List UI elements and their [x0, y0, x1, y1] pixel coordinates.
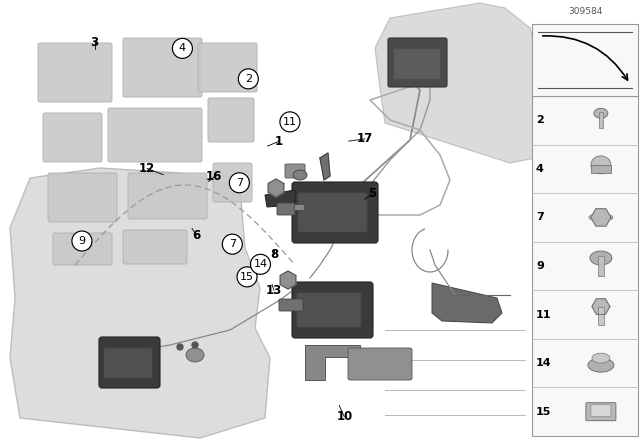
Text: 15: 15: [536, 407, 552, 417]
Text: 15: 15: [240, 272, 254, 282]
Ellipse shape: [186, 348, 204, 362]
FancyBboxPatch shape: [208, 98, 254, 142]
Polygon shape: [10, 168, 270, 438]
Text: 8: 8: [270, 248, 278, 261]
Polygon shape: [280, 271, 296, 289]
Polygon shape: [591, 209, 611, 226]
FancyBboxPatch shape: [53, 233, 112, 265]
FancyBboxPatch shape: [104, 348, 152, 378]
Ellipse shape: [590, 251, 612, 265]
Polygon shape: [375, 3, 540, 163]
Ellipse shape: [591, 156, 611, 174]
Polygon shape: [592, 299, 610, 314]
FancyBboxPatch shape: [213, 163, 252, 202]
FancyBboxPatch shape: [128, 173, 207, 219]
Bar: [598, 256, 604, 276]
Circle shape: [177, 344, 183, 350]
Text: 17: 17: [356, 132, 373, 146]
Ellipse shape: [594, 108, 608, 118]
FancyBboxPatch shape: [99, 337, 160, 388]
Text: 2: 2: [244, 74, 252, 84]
Polygon shape: [432, 283, 502, 323]
FancyBboxPatch shape: [298, 193, 367, 232]
Text: 7: 7: [236, 178, 243, 188]
Text: 3: 3: [91, 35, 99, 49]
Text: 7: 7: [228, 239, 236, 249]
Polygon shape: [265, 190, 295, 207]
Text: 14: 14: [536, 358, 552, 368]
Bar: [532, 24, 638, 96]
Circle shape: [222, 234, 243, 254]
Text: 5: 5: [369, 187, 376, 200]
FancyBboxPatch shape: [38, 43, 112, 102]
Text: 10: 10: [336, 410, 353, 423]
Text: 14: 14: [253, 259, 268, 269]
Text: 7: 7: [536, 212, 544, 222]
Bar: [598, 306, 604, 324]
Text: 4: 4: [179, 43, 186, 53]
Text: 9: 9: [536, 261, 544, 271]
Text: 9: 9: [78, 236, 86, 246]
FancyBboxPatch shape: [198, 43, 257, 92]
Text: 6: 6: [193, 228, 200, 242]
FancyBboxPatch shape: [279, 299, 303, 311]
Text: 16: 16: [205, 170, 222, 184]
FancyBboxPatch shape: [586, 403, 616, 421]
Circle shape: [237, 267, 257, 287]
FancyBboxPatch shape: [388, 38, 447, 87]
Circle shape: [192, 342, 198, 348]
Bar: [294, 204, 304, 210]
Text: 2: 2: [536, 115, 544, 125]
Circle shape: [280, 112, 300, 132]
Text: 13: 13: [266, 284, 282, 297]
FancyBboxPatch shape: [43, 113, 102, 162]
FancyBboxPatch shape: [277, 203, 295, 215]
Circle shape: [250, 254, 271, 274]
FancyBboxPatch shape: [292, 182, 378, 243]
FancyBboxPatch shape: [123, 230, 187, 264]
Text: 11: 11: [283, 117, 297, 127]
FancyBboxPatch shape: [48, 173, 117, 222]
Polygon shape: [320, 153, 330, 180]
FancyBboxPatch shape: [297, 293, 361, 327]
FancyBboxPatch shape: [292, 282, 373, 338]
Bar: [591, 165, 611, 173]
FancyBboxPatch shape: [285, 164, 305, 178]
Ellipse shape: [588, 358, 614, 372]
FancyBboxPatch shape: [123, 38, 202, 97]
Text: 1: 1: [275, 135, 282, 148]
Polygon shape: [268, 179, 284, 197]
Text: 309584: 309584: [568, 7, 602, 16]
Bar: [599, 112, 603, 128]
FancyBboxPatch shape: [108, 108, 202, 162]
Text: 12: 12: [139, 162, 156, 175]
Text: 4: 4: [536, 164, 544, 174]
FancyBboxPatch shape: [591, 405, 611, 417]
FancyBboxPatch shape: [348, 348, 412, 380]
Circle shape: [238, 69, 259, 89]
Ellipse shape: [293, 170, 307, 180]
Ellipse shape: [589, 213, 613, 221]
Text: 11: 11: [536, 310, 552, 319]
Bar: [532, 96, 638, 436]
Ellipse shape: [592, 353, 610, 363]
Circle shape: [229, 173, 250, 193]
Polygon shape: [305, 345, 360, 380]
FancyBboxPatch shape: [394, 49, 440, 79]
Circle shape: [172, 39, 193, 58]
Circle shape: [72, 231, 92, 251]
